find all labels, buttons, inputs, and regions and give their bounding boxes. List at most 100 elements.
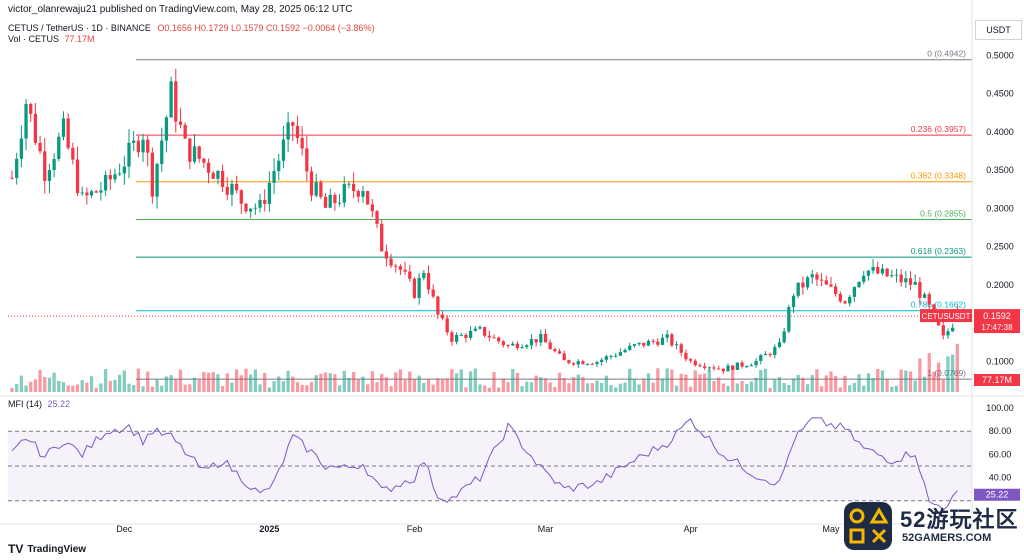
volume-bar [445,378,449,392]
volume-bar [267,387,272,392]
candle-body [89,191,94,196]
candle-body [57,136,61,159]
symbol-tag-text: CETUSUSDT [922,312,971,321]
volume-bar [398,369,403,392]
candle-body [712,367,716,369]
time-label: May [822,524,840,534]
candle-body [908,278,913,285]
price-tag-countdown: 17:47:38 [981,323,1013,332]
candle-body [600,359,604,362]
volume-bar [679,373,683,392]
candle-body [174,81,178,122]
volume-bar [370,371,374,392]
candle-body [192,146,197,162]
volume-bar [819,386,824,392]
candle-body [244,203,248,212]
candle-body [71,147,75,160]
candle-body [403,269,407,272]
mfi-legend[interactable]: MFI (14) 25.22 [8,399,70,409]
candle-body [253,207,257,209]
volume-bar [946,356,950,392]
volume-bar [810,375,814,392]
candle-body [281,139,286,161]
volume-bar [520,386,524,392]
candle-body [347,183,351,185]
volume-bar [768,387,772,392]
volume-bar [885,379,889,392]
volume-bar [450,369,454,392]
fib-label: 0.5 (0.2855) [920,208,966,218]
volume-bar [333,374,337,392]
volume-bar [876,368,880,392]
candle-body [656,341,660,345]
volume-bar [239,375,243,392]
candle-body [103,175,108,191]
candle-body [206,162,211,173]
symbol-legend[interactable]: CETUS / TetherUS · 1D · BINANCE O0.1656 … [8,23,375,33]
candle-body [951,327,955,332]
volume-bar [263,372,267,392]
volume-bar [899,369,903,392]
volume-bar [932,371,936,392]
candle-body [618,352,623,356]
volume-bar [249,374,253,392]
candle-body [520,347,524,349]
volume-bar [253,369,257,392]
volume-bar [838,387,842,392]
watermark-subtitle: 52GAMERS.COM [902,532,992,544]
volume-bar [281,381,286,392]
candle-body [146,139,150,153]
volume-bar [843,375,847,392]
volume-bar [740,380,744,392]
tradingview-logo[interactable]: TV TradingView [8,542,86,556]
candle-body [464,334,468,338]
candle-body [342,184,346,203]
candle-body [29,103,33,114]
candle-body [300,138,304,149]
candle-body [838,294,842,302]
volume-legend[interactable]: Vol · CETUS 77.17M [8,34,95,44]
volume-bar [721,383,725,392]
volume-bar [440,379,445,392]
volume-bar [356,379,360,392]
volume-bar [146,371,150,392]
price-tick: 0.2000 [986,280,1014,290]
candle-body [225,186,229,195]
volume-bar [99,383,103,392]
volume-bar [178,369,183,392]
candle-body [160,140,164,164]
volume-bar [85,382,89,392]
volume-bar [670,369,674,392]
candle-body [876,267,880,274]
candle-body [585,363,590,365]
candle-body [454,334,459,342]
candle-body [885,268,889,277]
candle-body [815,274,819,280]
volume-bar [403,379,407,392]
volume-bar [674,385,679,392]
candle-body [66,118,70,148]
candle-body [904,278,908,283]
volume-bar [319,373,323,392]
volume-bar [609,385,613,392]
price-tick: 0.2500 [986,242,1014,252]
candle-body [249,208,253,212]
candle-body [576,361,580,365]
candle-body [150,152,155,197]
candle-body [749,365,754,367]
volume-bar [19,375,23,392]
volume-bar [782,383,786,392]
quote-currency-label[interactable]: USDT [975,20,1022,40]
gamepad-buttons-icon [844,502,892,550]
volume-bar [328,373,332,392]
candle-body [202,158,206,163]
candle-body [356,191,360,197]
candle-body [258,199,262,208]
volume-bar [623,382,627,392]
price-tag-value: 0.1592 [983,311,1011,321]
candle-body [384,251,389,259]
candle-body [543,334,548,343]
candle-body [805,277,810,288]
volume-bar [656,368,660,392]
